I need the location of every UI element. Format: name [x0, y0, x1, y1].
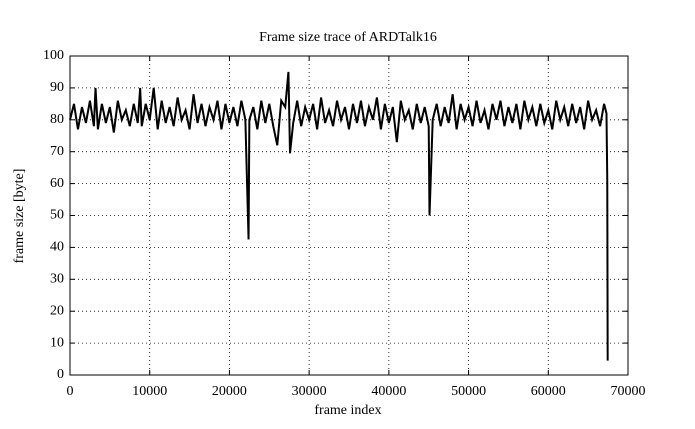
y-tick-label: 60: [50, 176, 64, 191]
x-tick-label: 0: [67, 384, 74, 399]
x-tick-label: 60000: [531, 384, 566, 399]
x-tick-label: 20000: [212, 384, 247, 399]
x-tick-label: 30000: [292, 384, 327, 399]
y-tick-label: 90: [50, 80, 64, 95]
y-tick-label: 20: [50, 303, 64, 318]
trace-line: [69, 71, 609, 361]
x-axis-label: frame index: [314, 403, 381, 418]
y-tick-label: 80: [50, 112, 64, 127]
y-tick-label: 40: [50, 240, 64, 255]
x-tick-label: 70000: [611, 384, 646, 399]
y-tick-label: 50: [50, 208, 64, 223]
y-tick-label: 10: [50, 335, 64, 350]
y-tick-label: 70: [50, 144, 64, 159]
y-tick-label: 30: [50, 272, 64, 287]
y-tick-label: 100: [43, 48, 64, 63]
y-axis-label: frame size [byte]: [12, 169, 27, 264]
plot-frame: [69, 55, 629, 376]
x-tick-label: 10000: [132, 384, 167, 399]
x-tick-label: 50000: [451, 384, 486, 399]
x-tick-label: 40000: [371, 384, 406, 399]
y-tick-label: 0: [57, 367, 64, 382]
chart-title: Frame size trace of ARDTalk16: [259, 30, 437, 45]
